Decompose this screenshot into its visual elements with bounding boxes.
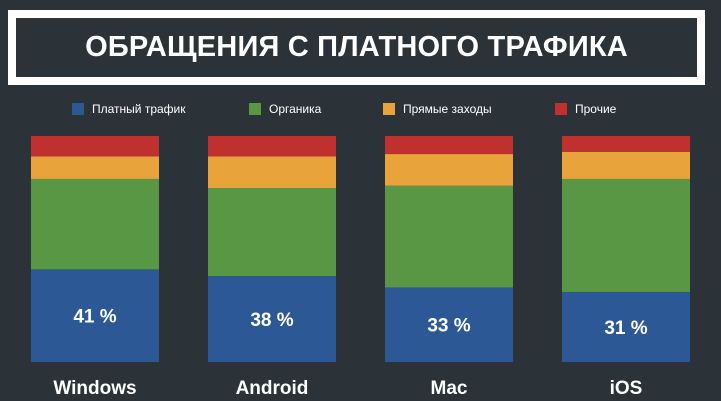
legend-swatch-other xyxy=(555,103,567,115)
bar-segment-android-s3 xyxy=(208,136,336,157)
bar-segment-ios-s0 xyxy=(562,291,690,362)
bar-segment-android-s2 xyxy=(208,156,336,188)
bar-segment-mac-s0 xyxy=(385,287,513,362)
title-box: ОБРАЩЕНИЯ С ПЛАТНОГО ТРАФИКА xyxy=(8,10,705,85)
category-label-mac: Mac xyxy=(431,378,468,399)
bar-segment-mac-s1 xyxy=(385,185,513,288)
legend-swatch-paid xyxy=(72,103,84,115)
bar-segment-android-s0 xyxy=(208,276,336,362)
legend-label-organic: Органика xyxy=(269,102,322,116)
data-label-mac: 33 % xyxy=(427,316,470,337)
bar-segment-windows-s2 xyxy=(31,156,159,179)
legend-label-paid: Платный трафик xyxy=(92,102,186,116)
legend-swatch-direct xyxy=(383,103,395,115)
legend-item-direct: Прямые заходы xyxy=(383,102,492,116)
bar-segment-windows-s0 xyxy=(31,269,159,362)
bar-segment-windows-s3 xyxy=(31,136,159,157)
legend-label-other: Прочие xyxy=(575,102,617,116)
bar-segment-ios-s1 xyxy=(562,178,690,292)
data-label-android: 38 % xyxy=(250,310,293,331)
bar-segment-mac-s3 xyxy=(385,136,513,155)
category-label-android: Android xyxy=(236,378,309,399)
category-label-windows: Windows xyxy=(53,378,136,399)
legend-swatch-organic xyxy=(249,103,261,115)
chart-title: ОБРАЩЕНИЯ С ПЛАТНОГО ТРАФИКА xyxy=(85,31,628,63)
bar-segment-android-s1 xyxy=(208,187,336,277)
legend-label-direct: Прямые заходы xyxy=(403,102,492,116)
legend: Платный трафик Органика Прямые заходы Пр… xyxy=(0,102,721,122)
category-label-ios: iOS xyxy=(610,378,643,399)
bar-segment-mac-s2 xyxy=(385,154,513,186)
bar-segment-windows-s1 xyxy=(31,178,159,270)
legend-item-organic: Органика xyxy=(249,102,321,116)
bar-segment-ios-s2 xyxy=(562,151,690,179)
legend-item-other: Прочие xyxy=(555,102,616,116)
data-label-windows: 41 % xyxy=(73,307,116,328)
legend-item-paid: Платный трафик xyxy=(72,102,186,116)
data-label-ios: 31 % xyxy=(604,318,647,339)
bar-segment-ios-s3 xyxy=(562,136,690,152)
